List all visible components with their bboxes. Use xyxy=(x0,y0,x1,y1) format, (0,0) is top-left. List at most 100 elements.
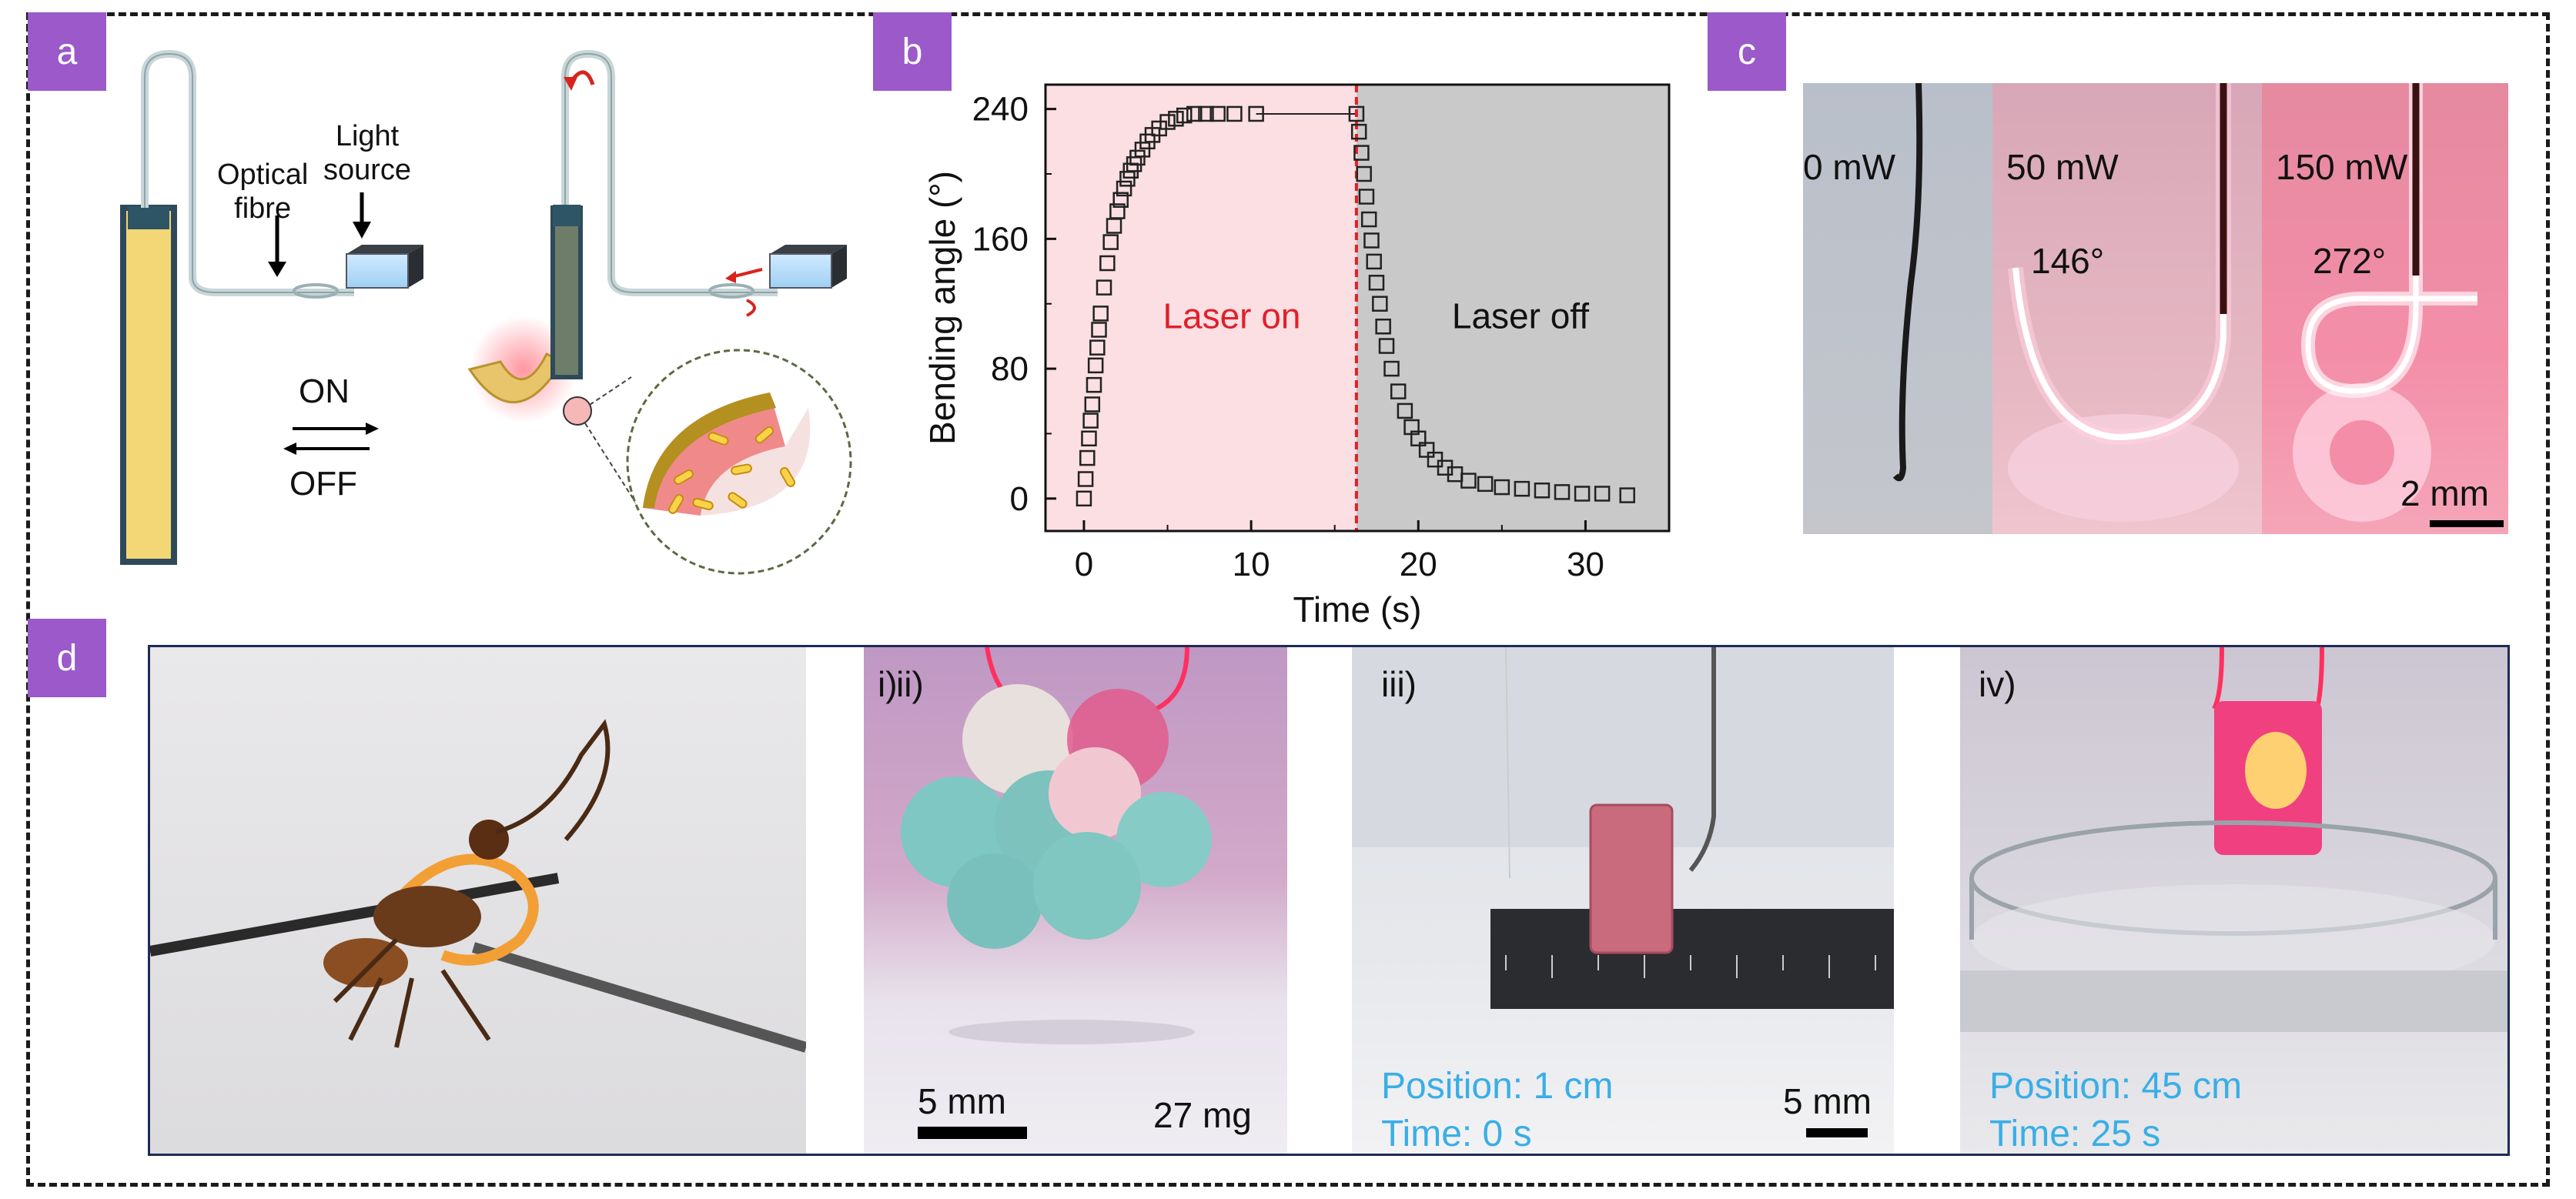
data-point xyxy=(1209,105,1226,122)
data-point xyxy=(1366,253,1382,270)
data-point xyxy=(1159,114,1176,130)
position-label-iv: Position: 45 cm xyxy=(1989,1066,2243,1107)
light-source-label: Light source xyxy=(323,120,412,186)
photo-150mw xyxy=(2262,83,2508,534)
photo-50mw xyxy=(1992,83,2262,534)
angle-label-272: 272° xyxy=(2313,241,2387,281)
data-point xyxy=(1248,105,1264,122)
x-tick-label: 30 xyxy=(1567,546,1604,583)
time-label-iii: Time: 0 s xyxy=(1381,1114,1532,1154)
data-point xyxy=(1102,234,1119,250)
sub-label-iv: iv) xyxy=(1979,664,2016,704)
data-point xyxy=(1514,480,1531,497)
data-point xyxy=(1363,232,1380,249)
time-label-iv: Time: 25 s xyxy=(1989,1114,2161,1154)
data-point xyxy=(1168,111,1184,127)
data-point xyxy=(1091,322,1107,338)
data-point xyxy=(1116,180,1132,197)
data-point xyxy=(1198,105,1214,122)
panel-d-tag: d xyxy=(28,619,106,697)
sub-label-ii: ii) xyxy=(896,664,924,704)
actuator-schematic xyxy=(120,49,852,575)
data-point xyxy=(1534,483,1551,499)
optical-fibre-right xyxy=(561,49,778,296)
data-point xyxy=(1378,338,1395,354)
bending-angle-chart: 0 10 20 30 0 80 160 240 Laser on Laser off Tim… xyxy=(922,83,1671,630)
data-point xyxy=(1368,275,1385,291)
strip-off xyxy=(120,205,177,565)
plot-frame xyxy=(1044,83,1671,533)
sub-label-i: i) xyxy=(878,664,898,704)
data-points xyxy=(1076,105,1635,507)
photo-ii-spheres xyxy=(864,647,1287,1154)
position-label-iii: Position: 1 cm xyxy=(1381,1066,1614,1107)
data-point xyxy=(1079,449,1096,466)
power-label-50: 50 mW xyxy=(2006,147,2119,187)
data-point xyxy=(1081,430,1097,447)
panel-b-tag: b xyxy=(873,12,952,91)
data-point xyxy=(1129,149,1146,166)
light-source-right xyxy=(769,245,847,289)
data-point xyxy=(1477,476,1494,493)
data-point xyxy=(1372,296,1388,312)
figure-frame xyxy=(26,12,2550,1187)
data-point xyxy=(1348,105,1365,122)
x-tick-label: 20 xyxy=(1400,546,1437,583)
data-point xyxy=(1410,430,1427,447)
x-tick-label: 0 xyxy=(1075,546,1093,583)
data-point xyxy=(1112,192,1129,208)
data-point xyxy=(1076,490,1092,507)
photo-iv-dish xyxy=(1960,647,2507,1154)
data-point xyxy=(1356,165,1372,182)
data-point xyxy=(1087,357,1104,374)
scale-label-ii: 5 mm xyxy=(918,1081,1006,1121)
on-label: ON xyxy=(299,372,350,410)
data-point xyxy=(1099,255,1116,272)
data-point xyxy=(1390,383,1407,399)
data-point xyxy=(1086,376,1102,393)
y-tick-label: 160 xyxy=(972,220,1029,258)
laser-on-label: Laser on xyxy=(1163,296,1300,336)
panel-a-tag: a xyxy=(28,12,106,91)
data-point xyxy=(1360,211,1377,228)
photo-iii-foam xyxy=(1352,647,1894,1154)
x-ticks: 0 10 20 30 xyxy=(1075,520,1604,583)
laser-off-region xyxy=(1356,85,1669,531)
data-point xyxy=(1619,487,1635,503)
data-point xyxy=(1460,473,1477,489)
mass-label-ii: 27 mg xyxy=(1153,1095,1252,1135)
power-label-150: 150 mW xyxy=(2276,147,2408,187)
data-point xyxy=(1350,123,1367,140)
data-point xyxy=(1176,107,1193,124)
y-tick-label: 80 xyxy=(991,350,1029,388)
data-point xyxy=(1574,486,1591,502)
data-point xyxy=(1089,339,1106,356)
photo-i-ant xyxy=(150,647,806,1154)
data-point xyxy=(1358,189,1375,205)
data-point xyxy=(1077,471,1094,487)
y-ticks: 0 80 160 240 xyxy=(972,91,1056,518)
data-point xyxy=(1494,479,1510,496)
data-point xyxy=(1186,105,1203,122)
data-point xyxy=(1594,486,1611,502)
angle-label-146: 146° xyxy=(2031,241,2105,281)
data-point xyxy=(1375,319,1391,335)
data-point xyxy=(1418,442,1435,458)
data-point xyxy=(1383,360,1400,377)
data-point xyxy=(1109,203,1126,219)
data-point xyxy=(1092,306,1109,322)
bent-strip xyxy=(467,352,564,403)
optical-fibre-label: Optical fibre xyxy=(217,159,309,225)
data-point xyxy=(1134,142,1151,158)
y-tick-label: 0 xyxy=(1010,480,1029,518)
panel-c-tag: c xyxy=(1708,12,1786,91)
laser-on-region xyxy=(1045,85,1357,531)
scale-bar-c xyxy=(2430,520,2504,527)
x-tick-label: 10 xyxy=(1233,546,1270,583)
scale-label-c: 2 mm xyxy=(2400,473,2489,513)
data-point xyxy=(1554,484,1571,500)
scale-label-iii: 5 mm xyxy=(1783,1081,1872,1121)
scale-bar-iii xyxy=(1806,1128,1868,1137)
off-label: OFF xyxy=(289,465,357,503)
laser-off-label: Laser off xyxy=(1452,296,1589,336)
